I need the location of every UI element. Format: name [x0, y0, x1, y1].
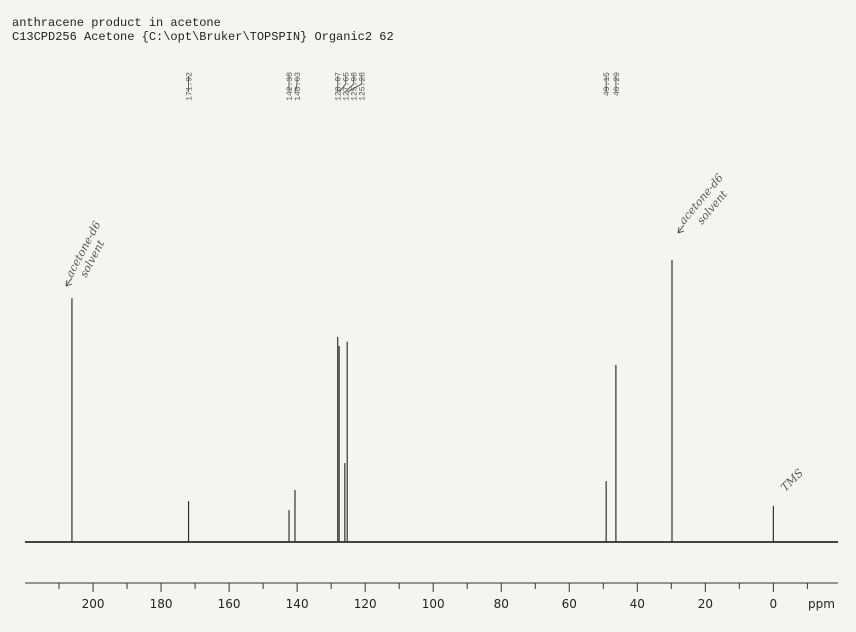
- annotation-arrow: [65, 277, 73, 287]
- peak-label: 140.63: [294, 72, 303, 101]
- chart-title: anthracene product in acetone: [12, 16, 221, 30]
- peak-pointer: [346, 76, 363, 93]
- peak-label: 46.29: [613, 72, 622, 96]
- x-tick-label: 200: [82, 597, 105, 611]
- peak-pointer: [344, 76, 355, 93]
- peak-label: 125.98: [351, 72, 360, 101]
- peak-pointer: [294, 76, 298, 93]
- annotation-arrow: [677, 224, 685, 234]
- x-tick-label: 160: [218, 597, 241, 611]
- x-tick-label: 40: [630, 597, 645, 611]
- x-tick-label: 100: [422, 597, 445, 611]
- x-tick-label: 120: [354, 597, 377, 611]
- peak-label: 171.92: [186, 72, 195, 101]
- peak-label: 125.28: [359, 72, 368, 101]
- peak-pointer: [338, 76, 347, 93]
- peak-label: 49.15: [603, 72, 612, 96]
- peak-label: 127.65: [343, 72, 352, 101]
- chart-subtitle: C13CPD256 Acetone {C:\opt\Bruker\TOPSPIN…: [12, 30, 394, 44]
- x-tick-label: 180: [150, 597, 173, 611]
- annotation: TMS: [778, 466, 806, 494]
- x-tick-label: 140: [286, 597, 309, 611]
- x-tick-label: 20: [698, 597, 713, 611]
- x-axis-label: ppm: [808, 597, 835, 611]
- x-tick-label: 80: [494, 597, 509, 611]
- x-tick-label: 0: [770, 597, 778, 611]
- x-tick-label: 60: [562, 597, 577, 611]
- peak-label: 128.07: [335, 72, 344, 101]
- peak-label: 142.38: [286, 72, 295, 101]
